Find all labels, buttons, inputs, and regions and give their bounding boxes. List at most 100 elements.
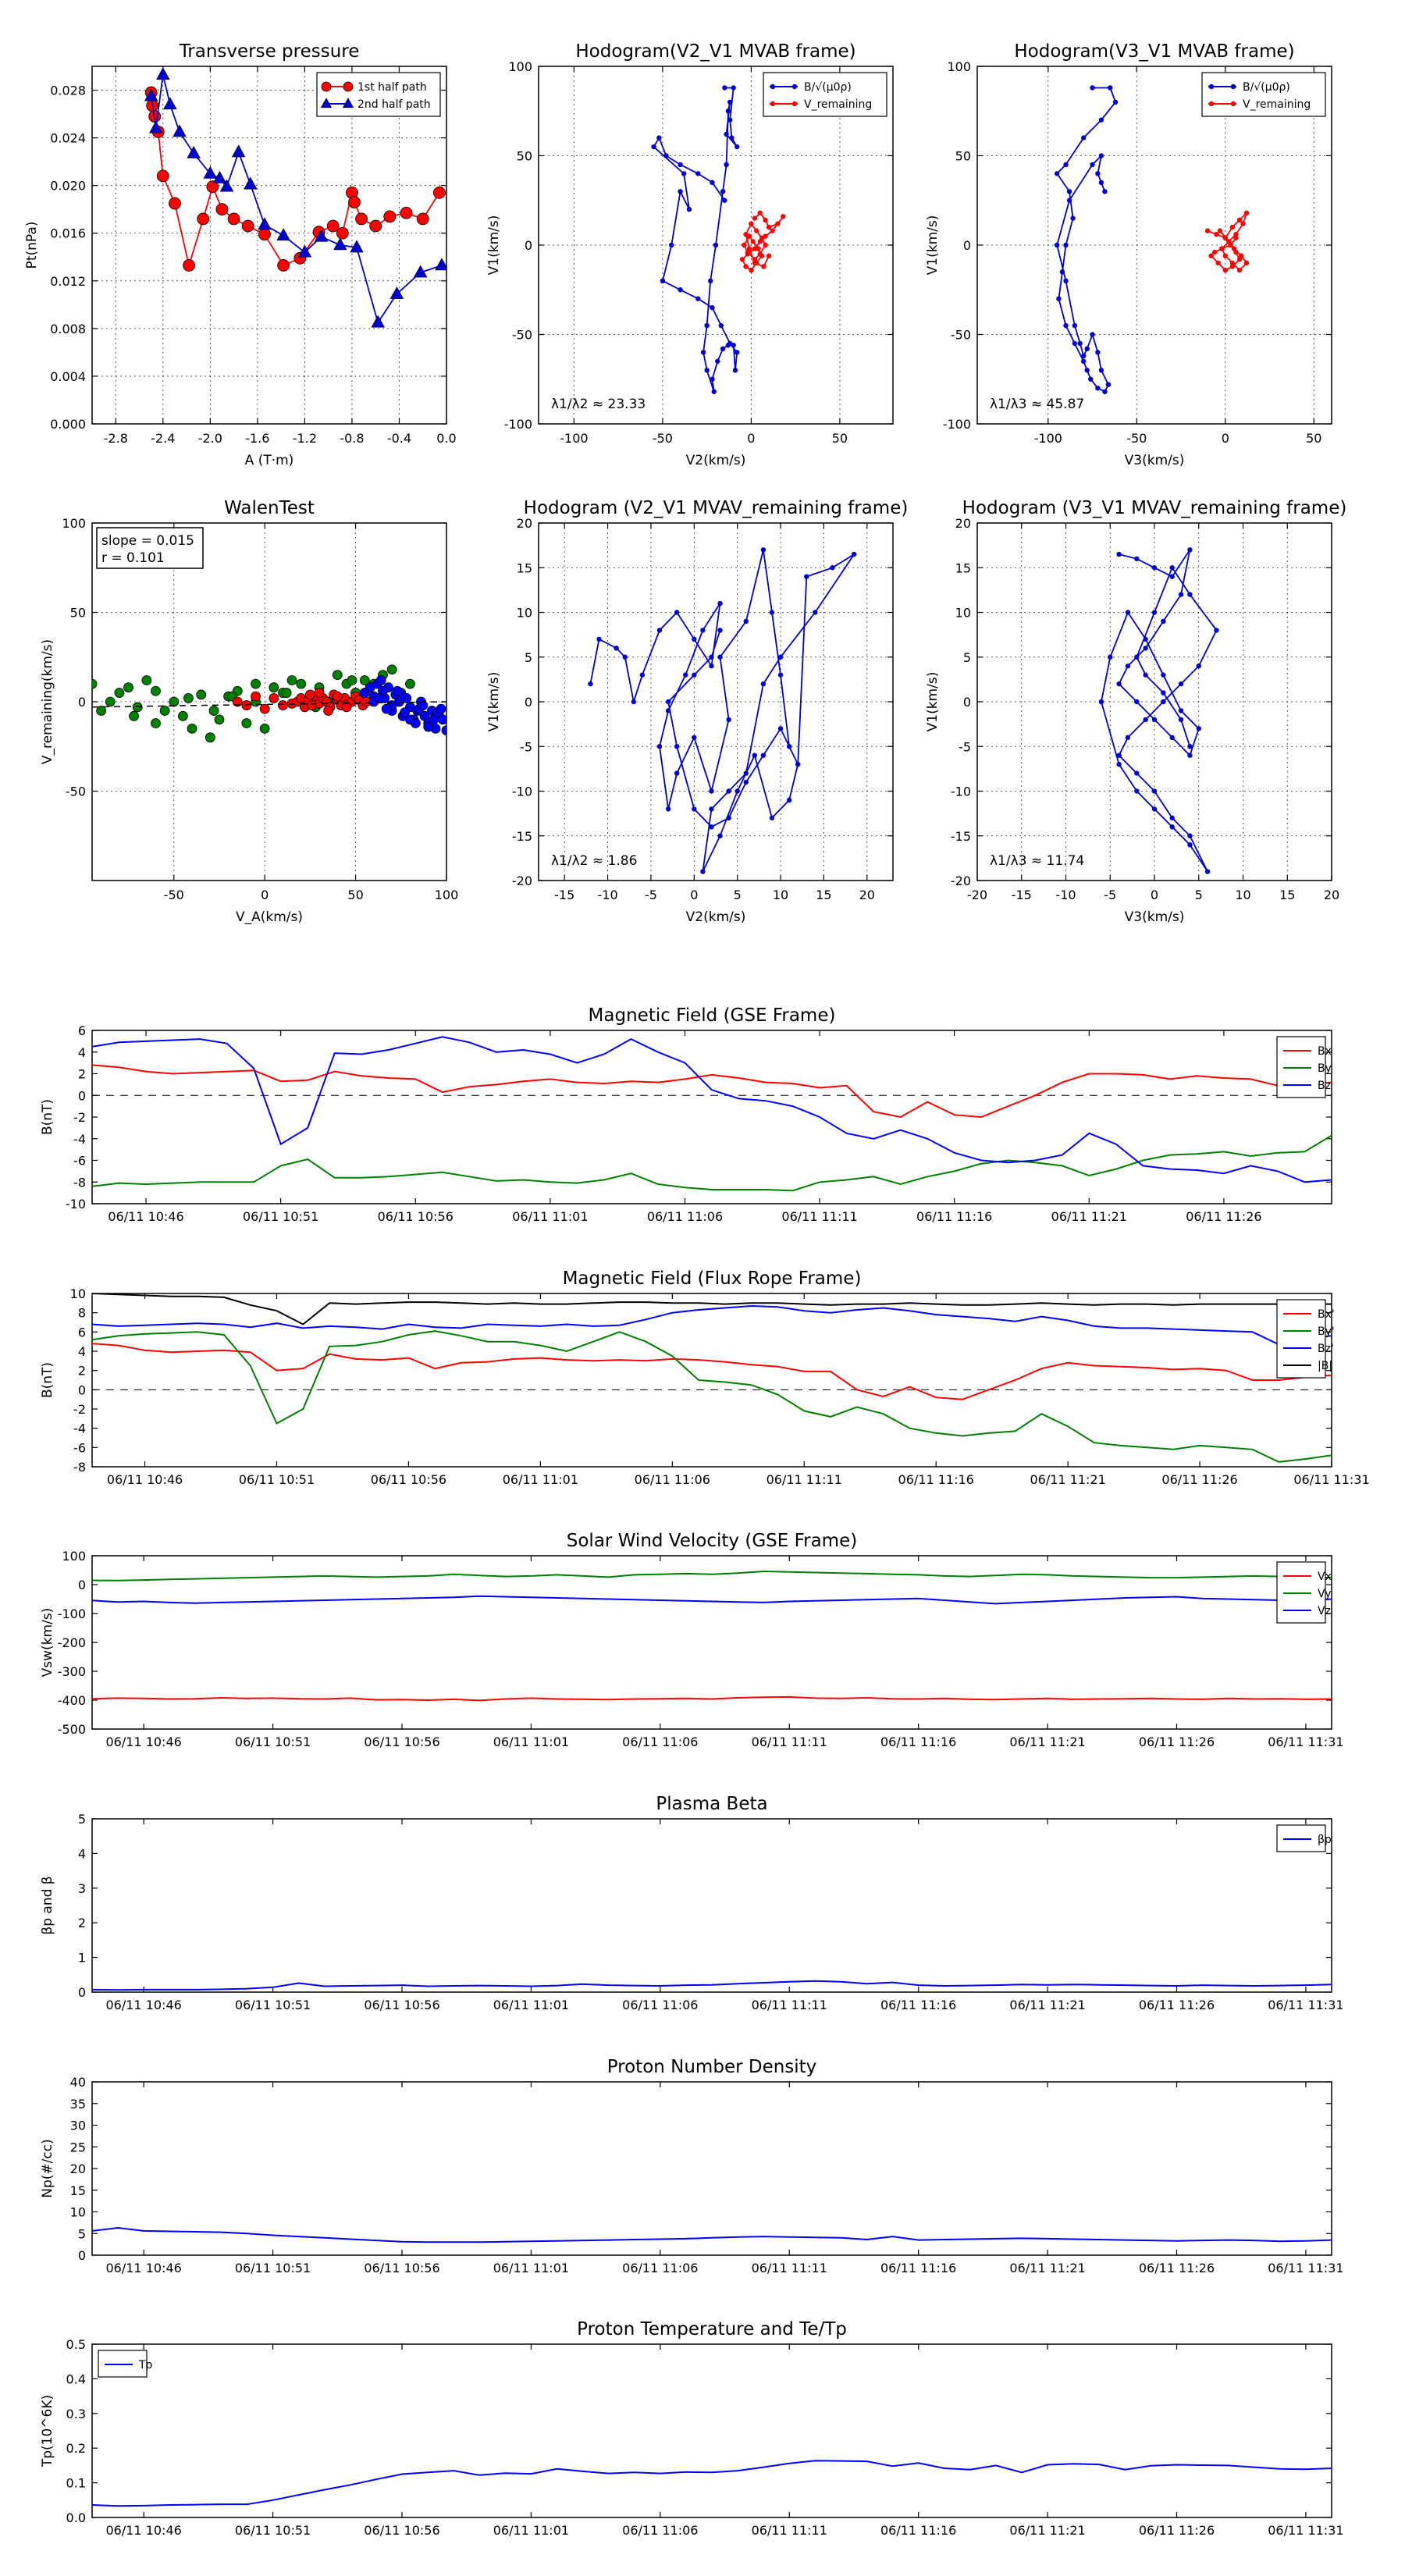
legend-marker	[1208, 84, 1215, 90]
data-point	[1098, 153, 1104, 158]
data-point	[392, 685, 403, 696]
plot-series	[92, 2460, 1332, 2507]
legend	[763, 72, 887, 117]
data-point	[1072, 340, 1078, 347]
x-tick-label: 06/11 10:46	[108, 1209, 183, 1224]
data-point	[183, 259, 195, 272]
data-point	[1178, 592, 1184, 597]
y-tick-label: -2	[73, 1110, 86, 1125]
data-point	[726, 788, 731, 794]
chart-title: Magnetic Field (GSE Frame)	[589, 1005, 836, 1026]
chart-title: Hodogram(V2_V1 MVAB frame)	[575, 41, 855, 62]
series-line	[92, 1570, 1332, 1582]
data-point	[692, 735, 697, 740]
y-tick-label: -2	[73, 1402, 86, 1417]
data-point	[405, 678, 415, 689]
x-tick-label: 06/11 10:46	[106, 2523, 182, 2538]
x-tick-label: 0	[690, 888, 698, 902]
data-point	[766, 253, 772, 258]
y-tick-label: 20	[70, 2161, 86, 2176]
y-tick-label: 5	[963, 650, 971, 665]
y-tick-label: 10	[70, 1286, 86, 1301]
y-tick-label: 30	[70, 2119, 86, 2133]
data-point	[1151, 565, 1158, 571]
data-point	[281, 688, 292, 698]
data-point	[1178, 717, 1184, 723]
chart-title: Plasma Beta	[656, 1794, 767, 1814]
data-point	[1187, 744, 1193, 749]
data-point	[231, 144, 246, 158]
data-point	[1196, 664, 1201, 669]
plot-area	[91, 1030, 1332, 1204]
legend-label: B/√(μ0ρ)	[1243, 81, 1290, 94]
plot-series	[144, 67, 446, 328]
legend-label: 1st half path	[357, 81, 427, 94]
data-point	[1243, 210, 1250, 215]
data-point	[656, 628, 663, 633]
data-point	[717, 628, 723, 633]
data-point	[423, 721, 434, 732]
y-tick-label: 6	[78, 1325, 86, 1340]
x-tick-label: 06/11 11:01	[493, 2261, 569, 2275]
plot-series	[92, 664, 446, 743]
data-point	[775, 221, 781, 226]
data-point	[766, 224, 772, 230]
chart-title: Solar Wind Velocity (GSE Frame)	[567, 1531, 857, 1551]
data-point	[743, 618, 749, 624]
plot-series	[92, 1036, 1332, 1192]
y-tick-label: 0	[525, 238, 532, 253]
y-tick-label: 100	[947, 59, 971, 74]
data-point	[355, 212, 368, 226]
data-point	[743, 770, 749, 776]
data-point	[735, 788, 740, 794]
data-point	[700, 350, 706, 355]
y-tick-label: 0.004	[50, 369, 86, 384]
data-point	[1222, 267, 1229, 273]
x-tick-label: 06/11 11:01	[503, 1472, 578, 1487]
data-point	[710, 180, 715, 186]
x-tick-label: 10	[773, 888, 788, 902]
data-point	[665, 699, 671, 705]
data-point	[1125, 664, 1131, 669]
x-tick-label: 20	[1324, 888, 1339, 902]
ratio-annotation: λ1/λ3 ≈ 45.87	[990, 397, 1084, 412]
data-point	[1090, 162, 1095, 168]
ratio-annotation: λ1/λ3 ≈ 11.74	[990, 853, 1084, 869]
legend-marker	[342, 98, 354, 109]
x-tick-label: 06/11 11:26	[1139, 1735, 1215, 1749]
y-tick-label: 0	[963, 238, 971, 253]
data-point	[1066, 189, 1072, 194]
x-tick-label: 06/11 11:21	[1051, 1209, 1127, 1224]
x-tick-label: 06/11 10:51	[235, 1998, 311, 2012]
ratio-annotation: λ1/λ2 ≈ 23.33	[551, 397, 646, 412]
x-tick-label: -1.2	[293, 431, 317, 446]
data-point	[674, 770, 680, 776]
x-tick-label: -0.8	[340, 431, 364, 446]
plot-series	[92, 1570, 1332, 1702]
data-point	[1108, 85, 1113, 91]
y-tick-label: 0.2	[66, 2441, 86, 2456]
data-point	[678, 162, 683, 168]
chart-panel-2: Hodogram(V2_V1 MVAB frame) -100 -50 0 50 100 -…	[486, 41, 894, 468]
x-tick-label: 06/11 11:21	[1030, 1472, 1105, 1487]
y-tick-label: 5	[78, 1812, 86, 1827]
x-tick-label: 06/11 11:16	[898, 1472, 974, 1487]
data-point	[418, 700, 429, 710]
x-tick-label: 06/11 10:56	[371, 1472, 446, 1487]
data-point	[1204, 869, 1211, 874]
data-point	[710, 304, 715, 311]
data-point	[804, 574, 809, 579]
data-point	[743, 779, 749, 785]
data-point	[1161, 690, 1166, 696]
data-point	[746, 246, 752, 251]
data-point	[1105, 382, 1112, 387]
x-tick-label: 10	[1235, 888, 1250, 902]
data-point	[1063, 242, 1069, 248]
data-point	[731, 85, 736, 91]
data-point	[695, 171, 701, 176]
y-tick-label: 0.4	[66, 2371, 86, 2386]
data-point	[1059, 269, 1065, 275]
data-point	[1233, 232, 1239, 237]
legend-marker	[320, 98, 333, 109]
data-point	[1095, 171, 1101, 176]
